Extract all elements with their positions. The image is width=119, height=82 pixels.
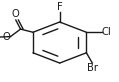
Text: Cl: Cl [102, 27, 112, 37]
Text: F: F [57, 2, 63, 12]
Text: O: O [2, 32, 10, 42]
Text: Br: Br [87, 63, 98, 73]
Text: O: O [11, 9, 19, 19]
